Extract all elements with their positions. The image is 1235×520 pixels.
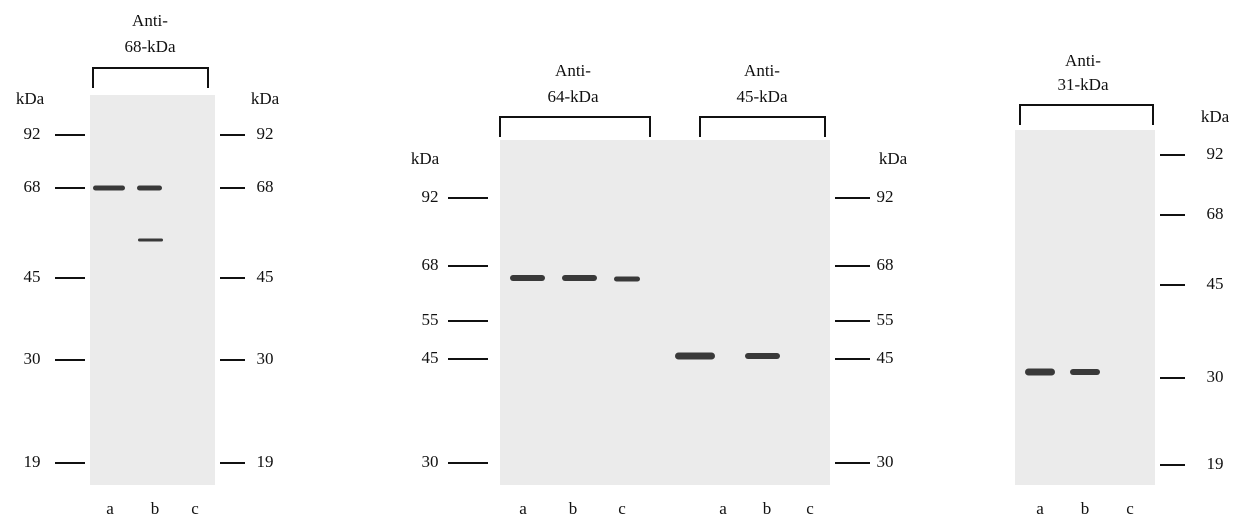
lane-label: b xyxy=(1081,499,1090,518)
lane-label: a xyxy=(1036,499,1044,518)
group-title: 45-kDa xyxy=(737,87,788,106)
group-title: Anti- xyxy=(744,61,780,80)
blot-figure: kDa 92 68 45 30 19 kDa 92 68 45 30 19 Anti- 68-kDa a b c… xyxy=(0,0,1235,520)
lane-label: c xyxy=(618,499,626,518)
lane-label: c xyxy=(1126,499,1134,518)
marker-label: 45 xyxy=(257,267,274,286)
unit-label: kDa xyxy=(411,149,440,168)
band xyxy=(138,239,163,242)
marker-label: 30 xyxy=(24,349,41,368)
marker-label: 68 xyxy=(24,177,41,196)
group-title: 64-kDa xyxy=(548,87,599,106)
group-title: Anti- xyxy=(555,61,591,80)
marker-label: 45 xyxy=(1207,274,1224,293)
lane-label: c xyxy=(806,499,814,518)
marker-label: 45 xyxy=(24,267,41,286)
band xyxy=(614,277,640,282)
marker-label: 19 xyxy=(24,452,41,471)
marker-label: 19 xyxy=(257,452,274,471)
lane-label: a xyxy=(519,499,527,518)
band xyxy=(675,353,715,360)
lane-label: b xyxy=(763,499,772,518)
group-title: Anti- xyxy=(1065,51,1101,70)
marker-label: 30 xyxy=(1207,367,1224,386)
marker-label: 68 xyxy=(257,177,274,196)
bracket xyxy=(500,117,650,137)
unit-label: kDa xyxy=(879,149,908,168)
marker-label: 92 xyxy=(257,124,274,143)
band xyxy=(510,275,545,281)
marker-label: 55 xyxy=(877,310,894,329)
marker-label: 19 xyxy=(1207,454,1224,473)
marker-label: 92 xyxy=(24,124,41,143)
gel xyxy=(1015,130,1155,485)
marker-label: 45 xyxy=(422,348,439,367)
gel xyxy=(500,140,830,485)
band xyxy=(1070,369,1100,375)
marker-label: 92 xyxy=(877,187,894,206)
lane-label: a xyxy=(106,499,114,518)
bracket xyxy=(700,117,825,137)
group-title: 68-kDa xyxy=(125,37,176,56)
marker-label: 55 xyxy=(422,310,439,329)
unit-label: kDa xyxy=(251,89,280,108)
unit-label: kDa xyxy=(1201,107,1230,126)
bracket xyxy=(93,68,208,88)
band xyxy=(745,353,780,359)
marker-label: 92 xyxy=(422,187,439,206)
lane-label: b xyxy=(569,499,578,518)
lane-label: b xyxy=(151,499,160,518)
lane-label: a xyxy=(719,499,727,518)
marker-label: 68 xyxy=(1207,204,1224,223)
band xyxy=(93,186,125,191)
gel xyxy=(90,95,215,485)
group-title: Anti- xyxy=(132,11,168,30)
band xyxy=(137,186,162,191)
group-title: 31-kDa xyxy=(1058,75,1109,94)
marker-label: 68 xyxy=(422,255,439,274)
band xyxy=(562,275,597,281)
bracket xyxy=(1020,105,1153,125)
unit-label: kDa xyxy=(16,89,45,108)
lane-label: c xyxy=(191,499,199,518)
marker-label: 30 xyxy=(877,452,894,471)
marker-label: 92 xyxy=(1207,144,1224,163)
marker-label: 68 xyxy=(877,255,894,274)
marker-label: 30 xyxy=(257,349,274,368)
marker-label: 30 xyxy=(422,452,439,471)
marker-label: 45 xyxy=(877,348,894,367)
band xyxy=(1025,369,1055,376)
